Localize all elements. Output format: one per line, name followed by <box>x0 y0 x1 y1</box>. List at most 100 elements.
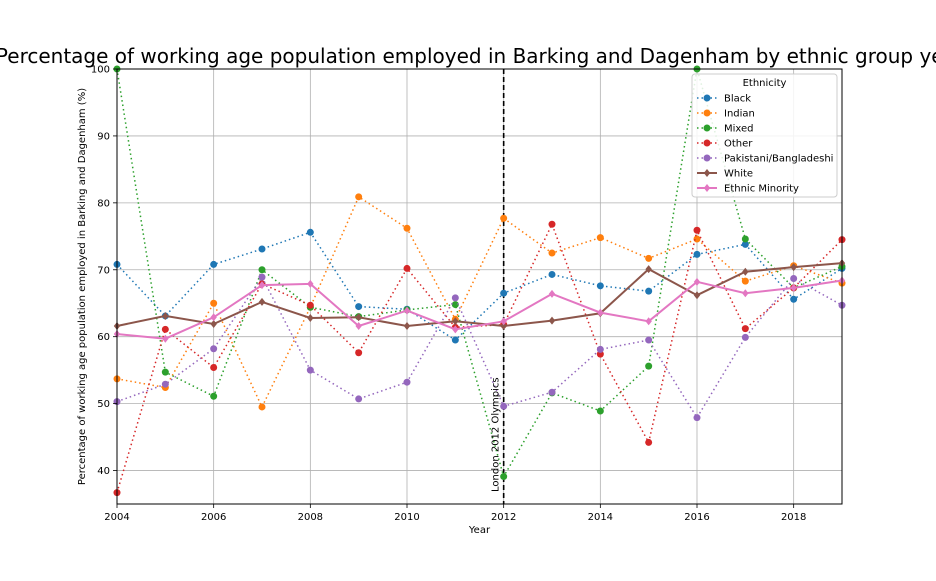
data-point-mixed <box>500 473 508 481</box>
y-tick-label: 80 <box>97 198 110 209</box>
data-point-mixed <box>741 235 749 243</box>
x-axis-ticks: 2004 2006 2008 2010 2012 2014 2016 2018 <box>104 504 806 523</box>
legend-marker-ethnic-minority <box>703 184 711 192</box>
data-point-ethnic-minority <box>258 281 266 290</box>
legend-item-other: Other <box>697 139 753 150</box>
data-point-pakistani-bangladeshi <box>161 380 169 388</box>
data-point-indian <box>693 235 701 243</box>
data-point-white <box>742 267 749 276</box>
data-point-black <box>741 240 749 248</box>
data-point-indian <box>548 249 556 257</box>
data-point-other <box>306 301 314 309</box>
data-point-pakistani-bangladeshi <box>258 273 266 281</box>
data-point-other <box>548 220 556 228</box>
series-line-indian <box>116 195 843 409</box>
data-point-white <box>500 321 507 330</box>
data-point-white <box>548 316 556 325</box>
series-pakistani-bangladeshi <box>113 273 846 422</box>
y-tick-label: 90 <box>97 131 110 142</box>
x-tick-label: 2012 <box>491 512 516 523</box>
data-point-ethnic-minority <box>307 279 314 288</box>
series-line-black <box>116 231 843 341</box>
data-point-indian <box>500 214 508 222</box>
legend-label-white: White <box>724 169 753 180</box>
data-point-pakistani-bangladeshi <box>500 402 508 410</box>
legend-label-ethnic-minority: Ethnic Minority <box>724 184 799 195</box>
data-point-white <box>210 319 217 328</box>
data-point-other <box>403 264 411 272</box>
data-point-ethnic-minority <box>500 317 507 326</box>
x-tick-label: 2010 <box>394 512 419 523</box>
legend-frame <box>691 73 838 198</box>
data-point-indian <box>210 299 218 307</box>
legend-label-mixed: Mixed <box>724 124 754 135</box>
data-point-mixed <box>451 301 459 309</box>
legend-item-mixed: Mixed <box>697 124 754 135</box>
data-point-ethnic-minority <box>645 317 652 326</box>
data-point-other <box>645 438 653 446</box>
legend-item-black: Black <box>697 94 751 105</box>
data-point-indian <box>645 254 653 262</box>
data-point-black <box>790 295 798 303</box>
data-point-ethnic-minority <box>452 325 459 334</box>
legend-item-white: White <box>697 169 753 180</box>
data-point-ethnic-minority <box>355 321 362 330</box>
data-point-black <box>258 245 266 253</box>
y-tick-label: 50 <box>97 399 110 410</box>
data-point-white <box>452 317 459 326</box>
data-point-black <box>451 336 459 344</box>
data-point-pakistani-bangladeshi <box>355 395 363 403</box>
data-point-mixed <box>210 392 218 400</box>
data-point-pakistani-bangladeshi <box>693 414 701 422</box>
x-tick-label: 2018 <box>781 512 806 523</box>
data-point-black <box>210 260 218 268</box>
series-line-pakistani-bangladeshi <box>116 275 843 420</box>
data-point-other <box>693 226 701 234</box>
data-point-ethnic-minority <box>597 308 604 317</box>
data-point-black <box>645 287 653 295</box>
legend-item-ethnic-minority: Ethnic Minority <box>697 184 799 195</box>
y-tick-label: 40 <box>97 466 110 477</box>
legend-marker-white <box>703 169 711 177</box>
legend-item-indian: Indian <box>697 109 755 120</box>
data-point-white <box>355 313 362 322</box>
legend-title: Ethnicity <box>743 78 787 89</box>
y-tick-label: 70 <box>97 265 110 276</box>
legend-item-pakistani-bangladeshi: Pakistani/Bangladeshi <box>697 154 833 165</box>
data-point-ethnic-minority <box>693 277 701 286</box>
data-point-ethnic-minority <box>790 283 797 292</box>
data-point-pakistani-bangladeshi <box>306 366 314 374</box>
data-point-indian <box>596 234 604 242</box>
data-point-white <box>307 313 314 322</box>
series-line-white <box>116 262 843 327</box>
legend-marker-black <box>703 94 711 102</box>
legend-items: Black Indian Mixed Other Pakistani/Banglades… <box>697 94 833 195</box>
data-point-ethnic-minority <box>162 334 169 343</box>
legend-label-black: Black <box>724 94 751 105</box>
data-point-indian <box>258 403 266 411</box>
x-tick-label: 2008 <box>298 512 323 523</box>
x-axis-label: Year <box>468 525 491 536</box>
legend-marker-pakistani-bangladeshi <box>703 154 711 162</box>
data-point-ethnic-minority <box>548 289 556 298</box>
data-point-pakistani-bangladeshi <box>403 378 411 386</box>
data-point-black <box>693 250 701 258</box>
series-indian <box>113 193 846 411</box>
data-point-pakistani-bangladeshi <box>596 345 604 353</box>
legend-marker-other <box>703 139 711 147</box>
data-point-mixed <box>161 368 169 376</box>
data-point-pakistani-bangladeshi <box>210 345 218 353</box>
data-point-ethnic-minority <box>403 306 411 315</box>
data-point-black <box>548 270 556 278</box>
data-point-white <box>258 297 266 306</box>
data-point-pakistani-bangladeshi <box>741 333 749 341</box>
x-tick-label: 2006 <box>201 512 226 523</box>
data-point-white <box>162 311 169 320</box>
data-point-mixed <box>596 407 604 415</box>
series-other <box>113 220 846 497</box>
data-point-pakistani-bangladeshi <box>645 336 653 344</box>
series-line-ethnic-minority <box>116 279 843 340</box>
x-tick-label: 2004 <box>104 512 129 523</box>
series-layer <box>113 65 846 497</box>
